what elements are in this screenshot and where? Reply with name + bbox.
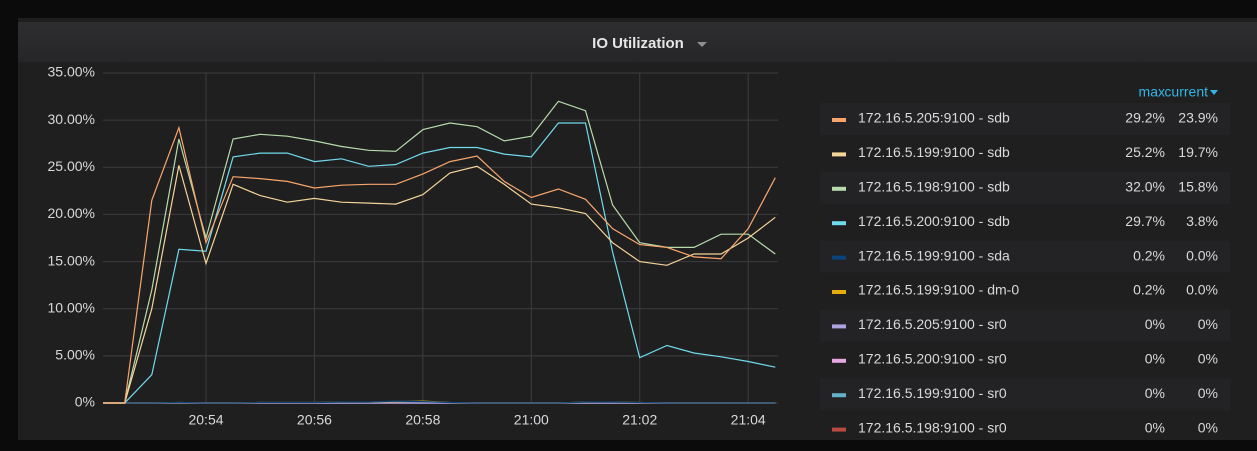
series-line [103, 125, 776, 404]
legend-max: 0.2% [1133, 282, 1165, 298]
panel-body [18, 18, 1257, 440]
legend-current: 3.8% [1186, 213, 1218, 229]
series-line [103, 122, 776, 404]
legend-max: 32.0% [1125, 179, 1165, 195]
y-tick-label: 15.00% [48, 252, 95, 268]
legend-max: 0% [1145, 316, 1165, 332]
legend-row [820, 171, 1230, 204]
legend-max: 25.2% [1125, 144, 1165, 160]
legend-row [820, 240, 1230, 273]
legend-current: 23.9% [1178, 110, 1218, 126]
plot: 0% 5.00% 10.00% 15.00% 20.00% 25.00% 30.00% 35.… [48, 64, 778, 428]
legend-label[interactable]: 172.16.5.205:9100 - sr0 [858, 316, 1007, 332]
x-tick-label: 21:02 [622, 412, 657, 428]
legend-label[interactable]: 172.16.5.199:9100 - dm-0 [858, 282, 1019, 298]
legend-max: 0% [1145, 385, 1165, 401]
legend-label[interactable]: 172.16.5.199:9100 - sda [858, 247, 1010, 263]
y-tick-label: 30.00% [48, 111, 95, 127]
legend-row [820, 309, 1230, 342]
legend: max current 172.16.5.205:9100 - sdb 29.2%… [820, 84, 1230, 435]
legend-max: 29.7% [1125, 213, 1165, 229]
legend-current: 0% [1198, 385, 1218, 401]
legend-current: 15.8% [1178, 179, 1218, 195]
y-tick-label: 5.00% [55, 347, 95, 363]
legend-max: 0% [1145, 351, 1165, 367]
legend-label[interactable]: 172.16.5.199:9100 - sr0 [858, 385, 1007, 401]
legend-current: 0% [1198, 316, 1218, 332]
x-tick-label: 21:00 [514, 412, 549, 428]
legend-label[interactable]: 172.16.5.198:9100 - sdb [858, 179, 1010, 195]
legend-label[interactable]: 172.16.5.205:9100 - sdb [858, 110, 1010, 126]
y-tick-label: 10.00% [48, 299, 95, 315]
legend-current: 0% [1198, 419, 1218, 435]
legend-label[interactable]: 172.16.5.200:9100 - sr0 [858, 351, 1007, 367]
legend-header[interactable]: max [1139, 84, 1165, 100]
y-tick-label: 0% [75, 394, 95, 410]
series-line [103, 400, 776, 404]
legend-label[interactable]: 172.16.5.200:9100 - sdb [858, 213, 1010, 229]
x-tick-label: 21:04 [731, 412, 766, 428]
legend-max: 0% [1145, 419, 1165, 435]
legend-row [820, 378, 1230, 411]
sort-caret[interactable] [1210, 90, 1218, 95]
x-tick-label: 20:58 [405, 412, 440, 428]
panel-header[interactable] [18, 22, 1257, 62]
legend-current: 0.0% [1186, 282, 1218, 298]
chart-title[interactable]: IO Utilization [592, 35, 684, 52]
y-tick-label: 25.00% [48, 158, 95, 174]
title-caret[interactable] [697, 42, 707, 47]
x-tick-label: 20:56 [297, 412, 332, 428]
legend-label[interactable]: 172.16.5.199:9100 - sdb [858, 144, 1010, 160]
legend-current: 0.0% [1186, 247, 1218, 263]
legend-row [820, 103, 1230, 135]
y-tick-label: 20.00% [48, 205, 95, 221]
legend-header[interactable]: current [1164, 84, 1208, 100]
y-tick-label: 35.00% [48, 64, 95, 80]
legend-label[interactable]: 172.16.5.198:9100 - sr0 [858, 419, 1007, 435]
legend-current: 19.7% [1178, 144, 1218, 160]
x-tick-label: 20:54 [188, 412, 223, 428]
legend-max: 29.2% [1125, 110, 1165, 126]
legend-current: 0% [1198, 351, 1218, 367]
series-line [103, 165, 776, 404]
legend-max: 0.2% [1133, 247, 1165, 263]
